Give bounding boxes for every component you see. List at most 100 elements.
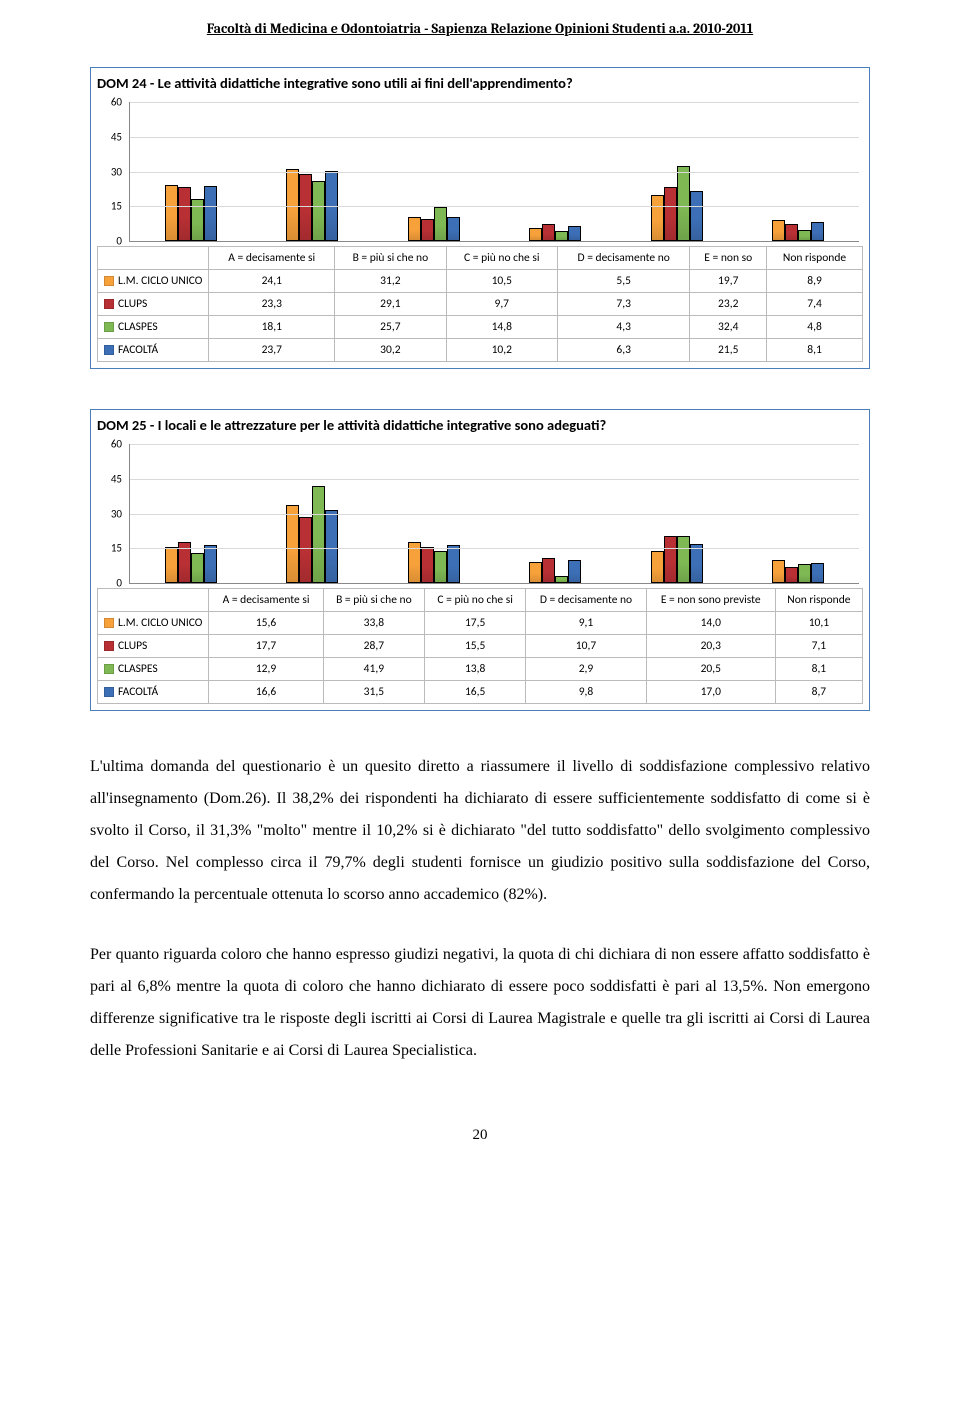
- page-header: Facoltà di Medicina e Odontoiatria - Sap…: [90, 20, 870, 37]
- legend-swatch: [104, 276, 114, 286]
- table-cell: 30,2: [335, 339, 446, 362]
- bar: [555, 231, 568, 241]
- bar: [312, 486, 325, 583]
- body-paragraph-1: L'ultima domanda del questionario è un q…: [90, 751, 870, 911]
- table-cell: 7,4: [767, 293, 863, 316]
- table-cell: 7,3: [557, 293, 690, 316]
- table-cell: 41,9: [323, 658, 424, 681]
- table-cell: 18,1: [209, 316, 335, 339]
- table-cell: 12,9: [209, 658, 323, 681]
- table-cell: 20,5: [646, 658, 775, 681]
- table-cell: 16,6: [209, 681, 323, 704]
- table-cell: 10,2: [446, 339, 557, 362]
- table-cell: 10,7: [526, 635, 646, 658]
- table-cell: 23,3: [209, 293, 335, 316]
- legend-label: L.M. CICLO UNICO: [98, 270, 209, 293]
- table-cell: 14,0: [646, 612, 775, 635]
- y-tick: 15: [111, 542, 122, 555]
- table-cell: 8,7: [775, 681, 862, 704]
- y-tick: 45: [111, 472, 122, 485]
- table-cell: 4,3: [557, 316, 690, 339]
- bar: [178, 187, 191, 241]
- bar: [165, 185, 178, 241]
- legend-swatch: [104, 322, 114, 332]
- table-cell: 8,1: [767, 339, 863, 362]
- table-cell: 33,8: [323, 612, 424, 635]
- table-cell: 17,0: [646, 681, 775, 704]
- column-header: C = più no che si: [425, 589, 526, 612]
- bar: [542, 224, 555, 241]
- legend-swatch: [104, 618, 114, 628]
- bar: [690, 544, 703, 583]
- chart-title: DOM 24 - Le attività didattiche integrat…: [97, 74, 863, 92]
- table-row: CLUPS23,329,19,77,323,27,4: [98, 293, 863, 316]
- table-cell: 19,7: [690, 270, 767, 293]
- bar: [811, 222, 824, 241]
- table-cell: 24,1: [209, 270, 335, 293]
- bar: [286, 169, 299, 241]
- legend-label: CLASPES: [98, 658, 209, 681]
- table-cell: 15,5: [425, 635, 526, 658]
- table-cell: 28,7: [323, 635, 424, 658]
- legend-swatch: [104, 345, 114, 355]
- table-cell: 31,2: [335, 270, 446, 293]
- y-tick: 60: [111, 438, 122, 451]
- bar: [568, 560, 581, 583]
- table-row: CLASPES12,941,913,82,920,58,1: [98, 658, 863, 681]
- bar: [785, 567, 798, 583]
- y-tick: 45: [111, 130, 122, 143]
- bar: [165, 547, 178, 583]
- bar: [772, 560, 785, 583]
- table-cell: 17,5: [425, 612, 526, 635]
- bar: [785, 224, 798, 241]
- bar: [677, 166, 690, 241]
- bar: [811, 563, 824, 583]
- bar: [664, 536, 677, 583]
- bar: [798, 230, 811, 241]
- table-row: L.M. CICLO UNICO15,633,817,59,114,010,1: [98, 612, 863, 635]
- table-cell: 32,4: [690, 316, 767, 339]
- y-tick: 0: [116, 235, 122, 248]
- table-cell: 6,3: [557, 339, 690, 362]
- bar: [690, 191, 703, 241]
- bar: [286, 505, 299, 583]
- bar: [542, 558, 555, 583]
- table-cell: 9,8: [526, 681, 646, 704]
- y-tick: 30: [111, 507, 122, 520]
- table-cell: 15,6: [209, 612, 323, 635]
- column-header: B = più si che no: [323, 589, 424, 612]
- table-cell: 9,1: [526, 612, 646, 635]
- table-cell: 16,5: [425, 681, 526, 704]
- bar: [312, 181, 325, 241]
- column-header: Non risponde: [767, 247, 863, 270]
- legend-swatch: [104, 299, 114, 309]
- bar-chart: 015304560: [129, 102, 859, 242]
- bar: [434, 207, 447, 241]
- column-header: D = decisamente no: [557, 247, 690, 270]
- bar-chart: 015304560: [129, 444, 859, 584]
- table-row: CLUPS17,728,715,510,720,37,1: [98, 635, 863, 658]
- column-header: C = più no che si: [446, 247, 557, 270]
- bar: [204, 545, 217, 583]
- table-cell: 5,5: [557, 270, 690, 293]
- column-header: E = non so: [690, 247, 767, 270]
- column-header: A = decisamente si: [209, 589, 323, 612]
- column-header: D = decisamente no: [526, 589, 646, 612]
- table-cell: 8,1: [775, 658, 862, 681]
- table-cell: 23,2: [690, 293, 767, 316]
- bar: [325, 510, 338, 583]
- table-cell: 10,5: [446, 270, 557, 293]
- table-cell: 7,1: [775, 635, 862, 658]
- bar: [434, 551, 447, 583]
- table-cell: 8,9: [767, 270, 863, 293]
- bar: [651, 195, 664, 241]
- column-header: B = più si che no: [335, 247, 446, 270]
- bar: [421, 547, 434, 583]
- data-table: A = decisamente siB = più si che noC = p…: [97, 588, 863, 704]
- table-row: FACOLTÁ23,730,210,26,321,58,1: [98, 339, 863, 362]
- legend-label: CLASPES: [98, 316, 209, 339]
- legend-label: FACOLTÁ: [98, 339, 209, 362]
- legend-swatch: [104, 641, 114, 651]
- table-cell: 25,7: [335, 316, 446, 339]
- data-table: A = decisamente siB = più si che noC = p…: [97, 246, 863, 362]
